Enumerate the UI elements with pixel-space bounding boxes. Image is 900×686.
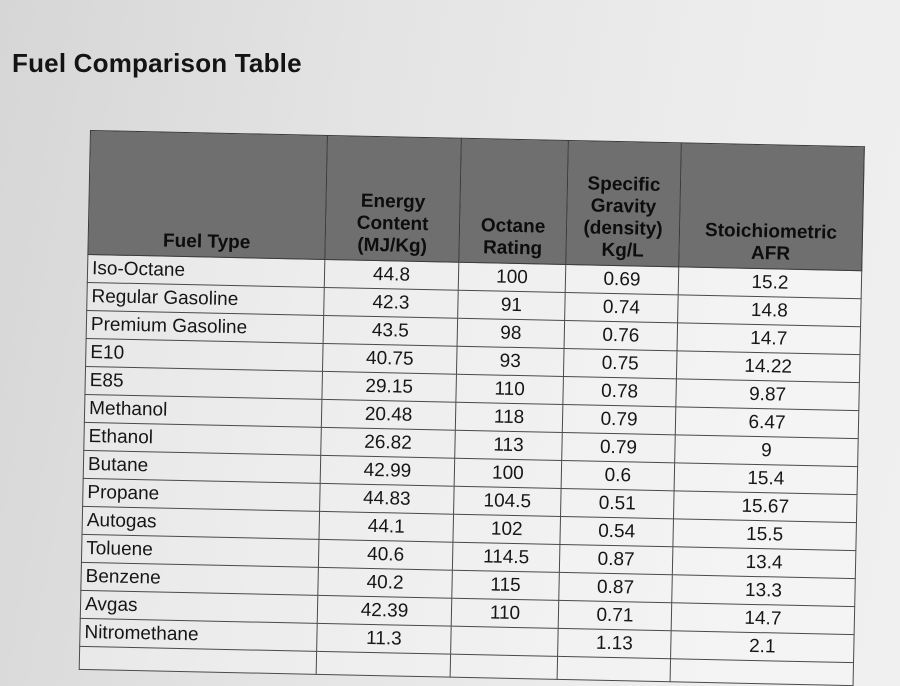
header-afr-line-2: AFR bbox=[750, 242, 791, 265]
cell-octane-rating: 100 bbox=[458, 262, 566, 293]
table-header-row: Fuel Type Energy Content (MJ/Kg) Octane … bbox=[87, 130, 865, 271]
page-title: Fuel Comparison Table bbox=[12, 48, 302, 78]
cell-energy-content: 44.8 bbox=[324, 259, 459, 291]
cell-octane-rating: 100 bbox=[454, 458, 562, 489]
cell-energy-content: 44.83 bbox=[319, 483, 455, 515]
cell-energy-content: 26.82 bbox=[320, 427, 456, 459]
header-octane-line-2: Rating bbox=[482, 237, 543, 260]
header-fuel-type: Fuel Type bbox=[87, 130, 328, 260]
header-fuel-type-label: Fuel Type bbox=[162, 230, 251, 254]
header-gravity-line-1: Specific bbox=[587, 173, 661, 196]
cell-energy-content: 11.3 bbox=[316, 623, 452, 655]
cell-octane-rating bbox=[450, 626, 559, 657]
cell-stoichiometric-afr: 14.7 bbox=[671, 602, 855, 635]
cell-stoichiometric-afr: 14.22 bbox=[676, 350, 860, 383]
cell-stoichiometric-afr: 15.4 bbox=[674, 462, 858, 495]
empty-cell bbox=[670, 658, 854, 686]
cell-octane-rating: 110 bbox=[451, 598, 559, 629]
cell-stoichiometric-afr: 6.47 bbox=[675, 406, 859, 439]
cell-stoichiometric-afr: 14.8 bbox=[677, 294, 862, 327]
cell-stoichiometric-afr: 15.5 bbox=[672, 518, 857, 551]
header-gravity-line-3: (density) bbox=[583, 217, 663, 241]
cell-energy-content: 20.48 bbox=[321, 399, 456, 431]
cell-specific-gravity: 0.74 bbox=[564, 292, 679, 323]
cell-specific-gravity: 0.69 bbox=[565, 264, 679, 295]
cell-octane-rating: 104.5 bbox=[453, 486, 562, 517]
cell-fuel-type: E10 bbox=[85, 338, 324, 372]
cell-specific-gravity: 0.79 bbox=[561, 432, 676, 463]
header-energy-line-3: (MJ/Kg) bbox=[357, 234, 428, 258]
header-energy-content: Energy Content (MJ/Kg) bbox=[324, 135, 462, 263]
header-stoichiometric-afr: Stoichiometric AFR bbox=[678, 142, 865, 271]
cell-fuel-type: Ethanol bbox=[83, 422, 322, 456]
cell-specific-gravity: 0.75 bbox=[563, 348, 678, 379]
cell-fuel-type: Butane bbox=[83, 450, 321, 484]
cell-stoichiometric-afr: 9 bbox=[674, 434, 859, 467]
cell-octane-rating: 98 bbox=[457, 318, 565, 349]
header-octane-line-1: Octane bbox=[480, 215, 546, 238]
cell-energy-content: 44.1 bbox=[318, 511, 454, 543]
cell-energy-content: 43.5 bbox=[323, 315, 458, 347]
header-energy-line-2: Content bbox=[356, 212, 429, 236]
empty-cell bbox=[316, 651, 451, 678]
empty-cell bbox=[450, 654, 558, 680]
cell-fuel-type: Premium Gasoline bbox=[86, 310, 324, 344]
cell-specific-gravity: 1.13 bbox=[557, 628, 672, 659]
cell-specific-gravity: 0.51 bbox=[560, 488, 675, 519]
cell-octane-rating: 110 bbox=[455, 374, 564, 405]
cell-octane-rating: 115 bbox=[451, 570, 560, 601]
cell-energy-content: 40.6 bbox=[318, 539, 453, 571]
cell-octane-rating: 114.5 bbox=[452, 542, 560, 573]
cell-fuel-type: Benzene bbox=[80, 562, 319, 596]
cell-specific-gravity: 0.79 bbox=[562, 404, 676, 435]
cell-specific-gravity: 0.6 bbox=[561, 460, 675, 491]
cell-specific-gravity: 0.76 bbox=[564, 320, 678, 351]
fuel-comparison-table-wrapper: Fuel Type Energy Content (MJ/Kg) Octane … bbox=[79, 130, 865, 686]
cell-stoichiometric-afr: 2.1 bbox=[670, 630, 855, 663]
header-afr-line-1: Stoichiometric bbox=[704, 219, 838, 244]
cell-fuel-type: Propane bbox=[82, 478, 321, 512]
cell-octane-rating: 93 bbox=[456, 346, 565, 377]
cell-fuel-type: Avgas bbox=[80, 590, 318, 624]
cell-fuel-type: Regular Gasoline bbox=[86, 282, 325, 316]
cell-energy-content: 42.99 bbox=[320, 455, 455, 487]
cell-fuel-type: Nitromethane bbox=[79, 618, 318, 652]
cell-energy-content: 29.15 bbox=[321, 371, 457, 403]
cell-energy-content: 42.3 bbox=[323, 287, 459, 319]
header-energy-line-1: Energy bbox=[360, 190, 426, 214]
cell-octane-rating: 118 bbox=[455, 402, 563, 433]
cell-fuel-type: Toluene bbox=[81, 534, 319, 568]
cell-stoichiometric-afr: 13.4 bbox=[672, 546, 856, 579]
cell-energy-content: 40.75 bbox=[322, 343, 458, 375]
cell-fuel-type: Iso-Octane bbox=[87, 254, 325, 288]
cell-specific-gravity: 0.54 bbox=[559, 516, 674, 547]
cell-energy-content: 42.39 bbox=[317, 595, 452, 627]
cell-specific-gravity: 0.71 bbox=[558, 600, 672, 631]
header-octane-rating: Octane Rating bbox=[458, 138, 569, 265]
cell-octane-rating: 91 bbox=[457, 290, 566, 321]
cell-stoichiometric-afr: 14.7 bbox=[677, 322, 861, 355]
fuel-comparison-table: Fuel Type Energy Content (MJ/Kg) Octane … bbox=[79, 130, 865, 686]
header-specific-gravity: Specific Gravity (density) Kg/L bbox=[565, 140, 682, 267]
cell-stoichiometric-afr: 15.2 bbox=[678, 266, 862, 299]
cell-specific-gravity: 0.87 bbox=[559, 544, 673, 575]
cell-energy-content: 40.2 bbox=[317, 567, 453, 599]
header-gravity-line-4: Kg/L bbox=[601, 239, 644, 262]
cell-specific-gravity: 0.87 bbox=[558, 572, 673, 603]
cell-specific-gravity: 0.78 bbox=[562, 376, 677, 407]
cell-octane-rating: 102 bbox=[452, 514, 561, 545]
empty-cell bbox=[79, 646, 317, 675]
cell-fuel-type: Autogas bbox=[82, 506, 320, 540]
cell-fuel-type: Methanol bbox=[84, 394, 322, 428]
table-body: Iso-Octane 44.8 100 0.69 15.2 Regular Gasolin… bbox=[79, 254, 862, 686]
cell-stoichiometric-afr: 13.3 bbox=[671, 574, 856, 607]
empty-cell bbox=[557, 656, 671, 682]
cell-stoichiometric-afr: 9.87 bbox=[675, 378, 860, 411]
cell-fuel-type: E85 bbox=[84, 366, 323, 400]
cell-octane-rating: 113 bbox=[454, 430, 563, 461]
cell-stoichiometric-afr: 15.67 bbox=[673, 490, 858, 523]
header-gravity-line-2: Gravity bbox=[590, 195, 657, 218]
